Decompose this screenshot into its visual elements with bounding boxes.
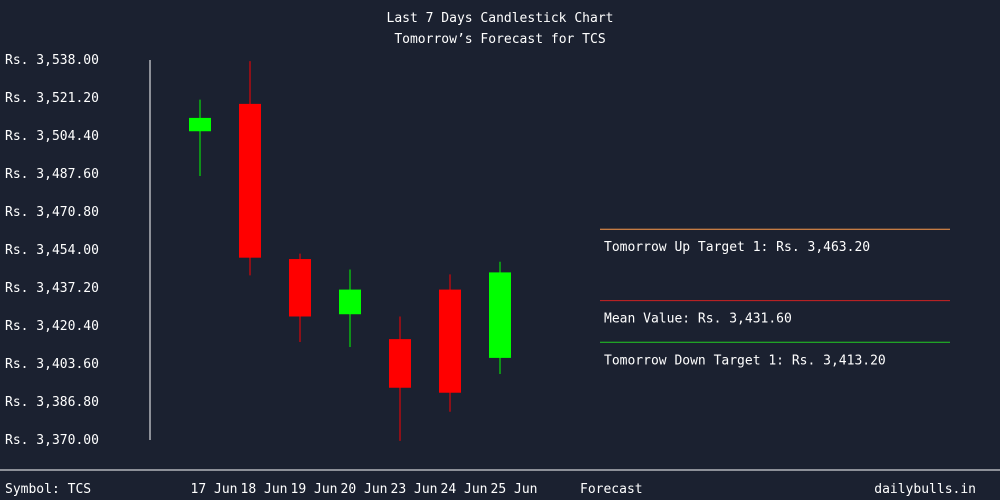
y-tick-label: Rs. 3,521.20 <box>5 91 99 106</box>
y-tick-label: Rs. 3,538.00 <box>5 53 99 68</box>
candle-19-jun <box>289 253 311 343</box>
y-tick-label: Rs. 3,487.60 <box>5 167 99 182</box>
candle-25-jun <box>489 261 511 374</box>
forecast-line-label-2: Mean Value: Rs. 3,431.60 <box>604 312 792 327</box>
x-tick-label: 23 Jun <box>391 482 438 497</box>
forecast-line-label-1: Tomorrow Up Target 1: Rs. 3,463.20 <box>604 240 870 255</box>
candle-body <box>389 339 411 388</box>
x-tick-label: 25 Jun <box>491 482 538 497</box>
candle-body <box>439 289 461 393</box>
y-tick-label: Rs. 3,420.40 <box>5 319 99 334</box>
y-tick-label: Rs. 3,504.40 <box>5 129 99 144</box>
forecast-line-label-3: Tomorrow Down Target 1: Rs. 3,413.20 <box>604 353 886 368</box>
forecast-label: Forecast <box>580 482 643 497</box>
x-axis-labels: 17 Jun 18 Jun 19 Jun 20 Jun 23 Jun 24 Jun 25 J… <box>191 482 538 497</box>
y-tick-label: Rs. 3,437.20 <box>5 281 99 296</box>
candle-24-jun <box>439 274 461 412</box>
candles <box>189 61 511 441</box>
candle-body <box>289 259 311 317</box>
site-label: dailybulls.in <box>874 482 976 497</box>
y-tick-label: Rs. 3,403.60 <box>5 357 99 372</box>
y-tick-label: Rs. 3,454.00 <box>5 243 99 258</box>
candle-23-jun <box>389 316 411 441</box>
candle-18-jun <box>239 61 261 276</box>
x-tick-label: 18 Jun <box>241 482 288 497</box>
chart-subtitle: Tomorrow’s Forecast for TCS <box>394 32 605 47</box>
y-tick-label: Rs. 3,470.80 <box>5 205 99 220</box>
y-tick-label: Rs. 3,386.80 <box>5 395 99 410</box>
x-tick-label: 20 Jun <box>341 482 388 497</box>
candle-body <box>489 272 511 358</box>
symbol-label: Symbol: TCS <box>5 482 91 497</box>
candle-17-jun <box>189 99 211 177</box>
x-tick-label: 19 Jun <box>291 482 338 497</box>
candle-body <box>189 117 211 132</box>
candle-body <box>239 103 261 258</box>
chart-title: Last 7 Days Candlestick Chart <box>387 11 614 26</box>
x-tick-label: 24 Jun <box>441 482 488 497</box>
forecast-panel: Tomorrow Up Target 1: Rs. 3,463.20 Mean V… <box>600 228 950 368</box>
y-tick-label: Rs. 3,370.00 <box>5 433 99 448</box>
candle-body <box>339 289 361 315</box>
y-axis-labels: Rs. 3,538.00 Rs. 3,521.20 Rs. 3,504.40 Rs. … <box>5 53 99 448</box>
candle-20-jun <box>339 269 361 348</box>
x-tick-label: 17 Jun <box>191 482 238 497</box>
